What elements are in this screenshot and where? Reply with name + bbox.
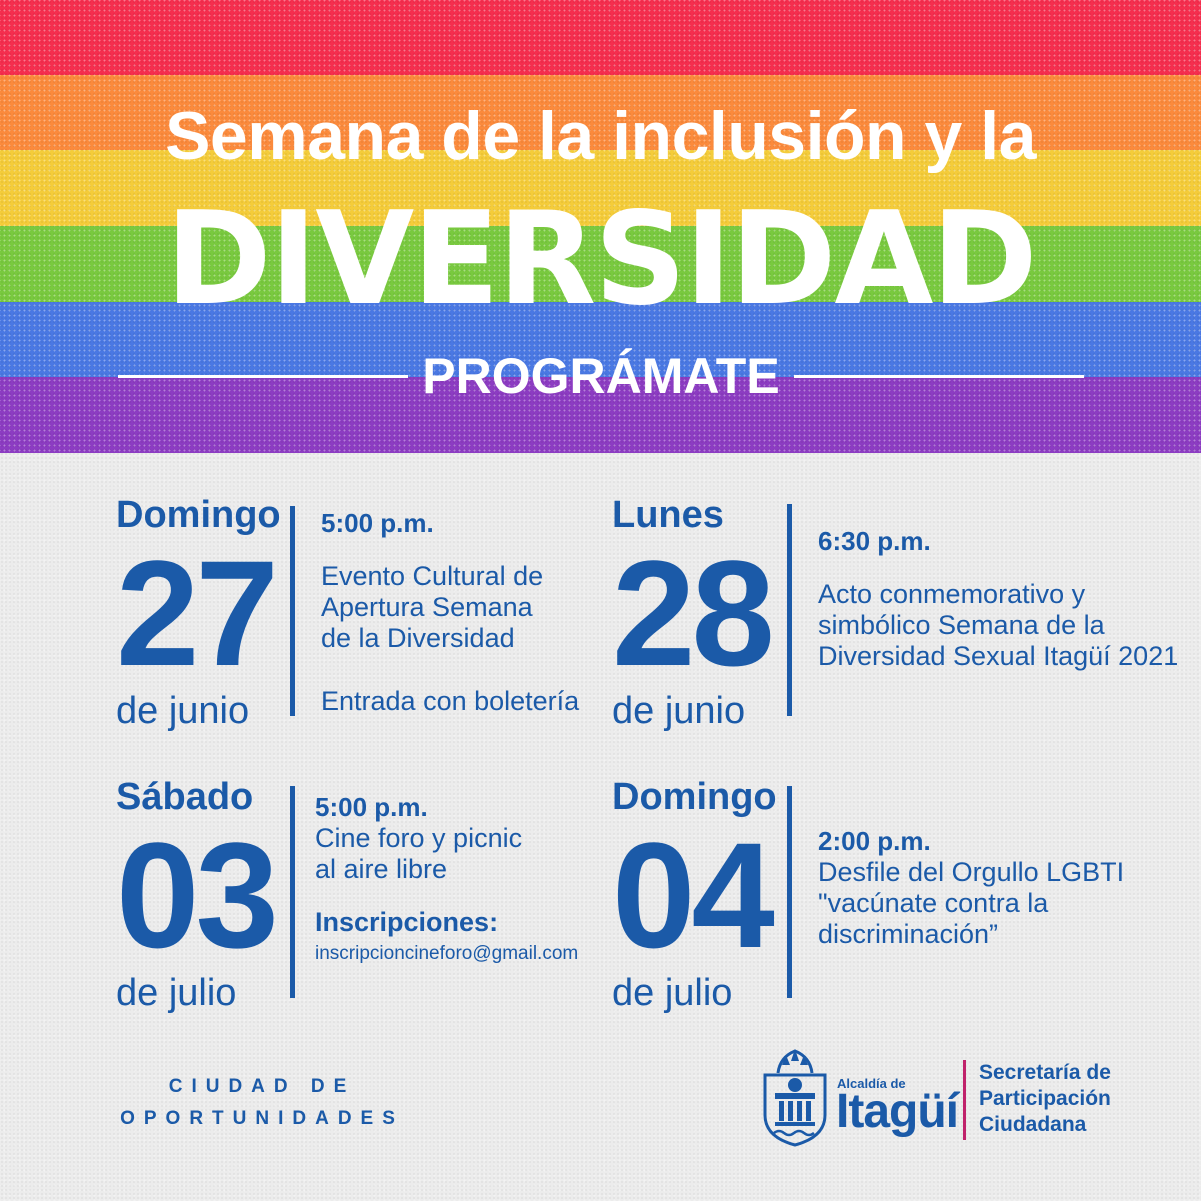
event-divider (290, 506, 295, 716)
title-line-2: DIVERSIDAD (165, 185, 1037, 334)
rainbow-header (0, 0, 1201, 453)
event-day-name: Domingo (116, 494, 281, 536)
stripe-purple (0, 377, 1201, 453)
subtitle-row: PROGRÁMATE (118, 346, 1084, 406)
event-day-number: 03 (116, 811, 279, 979)
event-details-27: 5:00 p.m. Evento Cultural de Apertura Se… (321, 508, 579, 717)
event-time: 2:00 p.m. (818, 826, 931, 856)
event-date-27: Domingo 27 de junio (116, 496, 281, 730)
event-day-name: Lunes (612, 494, 724, 536)
event-description-line: Desfile del Orgullo LGBTI (818, 857, 1125, 887)
event-day-name: Sábado (116, 776, 254, 818)
event-time: 5:00 p.m. (315, 792, 428, 822)
event-date-04: Domingo 04 de julio (612, 778, 777, 1012)
subtitle-rule-right (793, 374, 1084, 378)
itagui-wordmark: Itagüí (836, 1085, 959, 1138)
stripe-green (0, 226, 1201, 302)
event-day-number: 28 (612, 529, 775, 697)
event-description-line: Acto conmemorativo y (818, 579, 1086, 609)
event-date-28: Lunes 28 de junio (612, 494, 775, 732)
event-details-03: 5:00 p.m. Cine foro y picnic al aire lib… (315, 792, 578, 969)
event-time: 5:00 p.m. (321, 508, 434, 538)
subtitle: PROGRÁMATE (422, 348, 780, 404)
event-day-name: Domingo (612, 776, 777, 818)
event-time: 6:30 p.m. (818, 526, 931, 556)
event-description-line: "vacúnate contra la (818, 888, 1049, 918)
event-description-line: simbólico Semana de la (818, 610, 1105, 640)
itagui-crest-icon (763, 1049, 827, 1147)
secretaria-name: Secretaría de Participación Ciudadana (979, 1060, 1111, 1138)
secretaria-line: Secretaría de (979, 1061, 1111, 1084)
event-description-line: Cine foro y picnic (315, 823, 523, 853)
event-divider (787, 504, 792, 716)
stripe-yellow (0, 150, 1201, 226)
city-slogan: CIUDAD DE OPORTUNIDADES (112, 1071, 412, 1135)
stripe-orange (0, 75, 1201, 151)
event-month: de julio (612, 972, 733, 1014)
event-description-line: Apertura Semana (321, 592, 533, 622)
event-description-line: discriminación” (818, 919, 999, 949)
event-extra-note: Entrada con boletería (321, 686, 580, 716)
registration-email[interactable]: inscripcioncineforo@gmail.com (315, 943, 579, 964)
event-day-number: 27 (116, 529, 279, 697)
event-details-04: 2:00 p.m. Desfile del Orgullo LGBTI "vac… (818, 826, 1124, 950)
slogan-line-2: OPORTUNIDADES (120, 1108, 404, 1129)
secretaria-line: Ciudadana (979, 1113, 1087, 1136)
event-month: de julio (116, 972, 237, 1014)
event-day-number: 04 (612, 811, 775, 979)
event-description-line: de la Diversidad (321, 623, 515, 653)
alcaldia-label: Alcaldía de (837, 1076, 906, 1091)
logo-divider (963, 1060, 966, 1140)
event-divider (787, 786, 792, 998)
event-month: de junio (612, 690, 746, 732)
subtitle-rule-left (118, 374, 409, 378)
slogan-line-1: CIUDAD DE (168, 1076, 356, 1097)
event-description-line: Evento Cultural de (321, 561, 544, 591)
stripe-red (0, 0, 1201, 76)
event-description-line: Diversidad Sexual Itagüí 2021 (818, 641, 1179, 671)
event-description-line: al aire libre (315, 854, 448, 884)
event-details-28: 6:30 p.m. Acto conmemorativo y simbólico… (818, 526, 1178, 672)
event-divider (290, 786, 295, 998)
title-line-1: Semana de la inclusión y la (165, 98, 1036, 174)
event-month: de junio (116, 690, 250, 732)
stripe-blue (0, 302, 1201, 378)
secretaria-line: Participación (979, 1087, 1111, 1110)
registration-label: Inscripciones: (315, 907, 499, 937)
event-date-03: Sábado 03 de julio (116, 776, 279, 1014)
